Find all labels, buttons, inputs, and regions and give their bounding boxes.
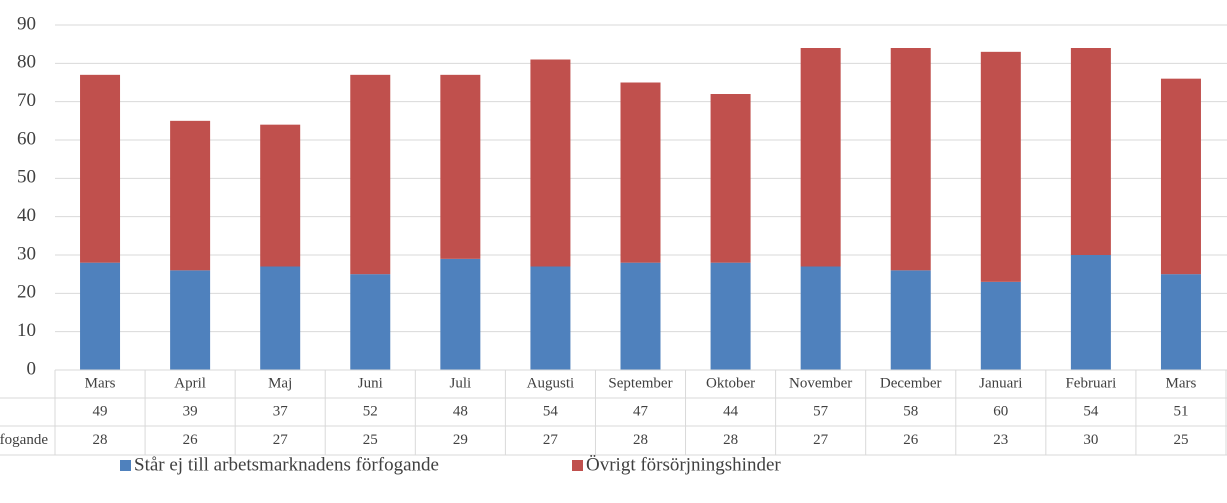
legend-label: Står ej till arbetsmarknadens förfogande: [134, 454, 439, 475]
y-tick-label: 10: [17, 320, 36, 341]
bar-segment: [800, 48, 841, 267]
x-tick-label: Januari: [979, 375, 1022, 391]
x-tick-label: April: [174, 375, 206, 391]
table-value: 54: [543, 403, 559, 419]
bar-segment: [1160, 274, 1201, 370]
x-tick-label: Mars: [85, 375, 116, 391]
y-tick-label: 40: [17, 205, 36, 226]
y-tick-label: 80: [17, 52, 36, 73]
bar-segment: [440, 258, 481, 370]
table-value: 26: [903, 432, 919, 448]
table-value: 28: [723, 432, 738, 448]
x-tick-label: Juli: [450, 375, 472, 391]
legend-swatch: [572, 460, 583, 471]
table-value: 44: [723, 403, 739, 419]
table-value: 25: [363, 432, 378, 448]
bar-segment: [620, 262, 661, 370]
table-value: 58: [903, 403, 918, 419]
y-tick-label: 60: [17, 128, 36, 149]
table-value: 29: [453, 432, 468, 448]
table-value: 30: [1083, 432, 1098, 448]
table-value: 28: [633, 432, 648, 448]
x-tick-label: Oktober: [706, 375, 755, 391]
bar-segment: [530, 59, 571, 267]
table-value: 54: [1083, 403, 1099, 419]
y-tick-label: 50: [17, 167, 36, 188]
x-tick-label: Juni: [358, 375, 383, 391]
y-tick-label: 70: [17, 90, 36, 111]
bar-segment: [1070, 255, 1111, 370]
bar-segment: [80, 262, 121, 370]
table-value: 51: [1173, 403, 1188, 419]
bar-segment: [710, 94, 751, 263]
x-tick-label: Maj: [268, 375, 292, 391]
bar-segment: [170, 120, 211, 271]
bar-segment: [800, 266, 841, 370]
table-value: 47: [633, 403, 649, 419]
table-row-label: Står ej till arbetsmarknadens förfogande: [0, 432, 48, 448]
x-tick-label: November: [789, 375, 852, 391]
bar-segment: [440, 74, 481, 259]
y-tick-label: 90: [17, 13, 36, 34]
bar-segment: [1160, 78, 1201, 275]
bar-segment: [620, 82, 661, 263]
y-tick-label: 20: [17, 282, 36, 303]
table-value: 27: [543, 432, 559, 448]
table-value: 27: [273, 432, 289, 448]
table-value: 60: [993, 403, 1008, 419]
bar-segment: [1070, 48, 1111, 255]
legend-swatch: [120, 460, 131, 471]
table-value: 28: [93, 432, 108, 448]
legend-label: Övrigt försörjningshinder: [586, 454, 781, 475]
bar-segment: [80, 74, 121, 263]
bar-segment: [350, 274, 391, 370]
x-tick-label: Augusti: [527, 375, 575, 391]
table-value: 26: [183, 432, 199, 448]
table-value: 39: [183, 403, 198, 419]
bar-segment: [530, 266, 571, 370]
y-tick-label: 30: [17, 243, 36, 264]
y-tick-label: 0: [27, 358, 37, 379]
bar-segment: [710, 262, 751, 370]
x-tick-label: December: [880, 375, 942, 391]
table-value: 23: [993, 432, 1008, 448]
table-value: 27: [813, 432, 829, 448]
table-value: 57: [813, 403, 829, 419]
table-value: 37: [273, 403, 289, 419]
bar-segment: [980, 51, 1021, 282]
bar-segment: [170, 270, 211, 370]
x-tick-label: Februari: [1065, 375, 1116, 391]
bar-segment: [260, 266, 301, 370]
table-value: 48: [453, 403, 468, 419]
bar-segment: [890, 48, 931, 271]
x-tick-label: September: [608, 375, 672, 391]
table-value: 52: [363, 403, 378, 419]
bar-segment: [980, 281, 1021, 370]
x-tick-label: Mars: [1166, 375, 1197, 391]
bar-segment: [350, 74, 391, 275]
table-value: 25: [1173, 432, 1188, 448]
bar-segment: [890, 270, 931, 370]
bar-segment: [260, 124, 301, 267]
table-value: 49: [93, 403, 108, 419]
